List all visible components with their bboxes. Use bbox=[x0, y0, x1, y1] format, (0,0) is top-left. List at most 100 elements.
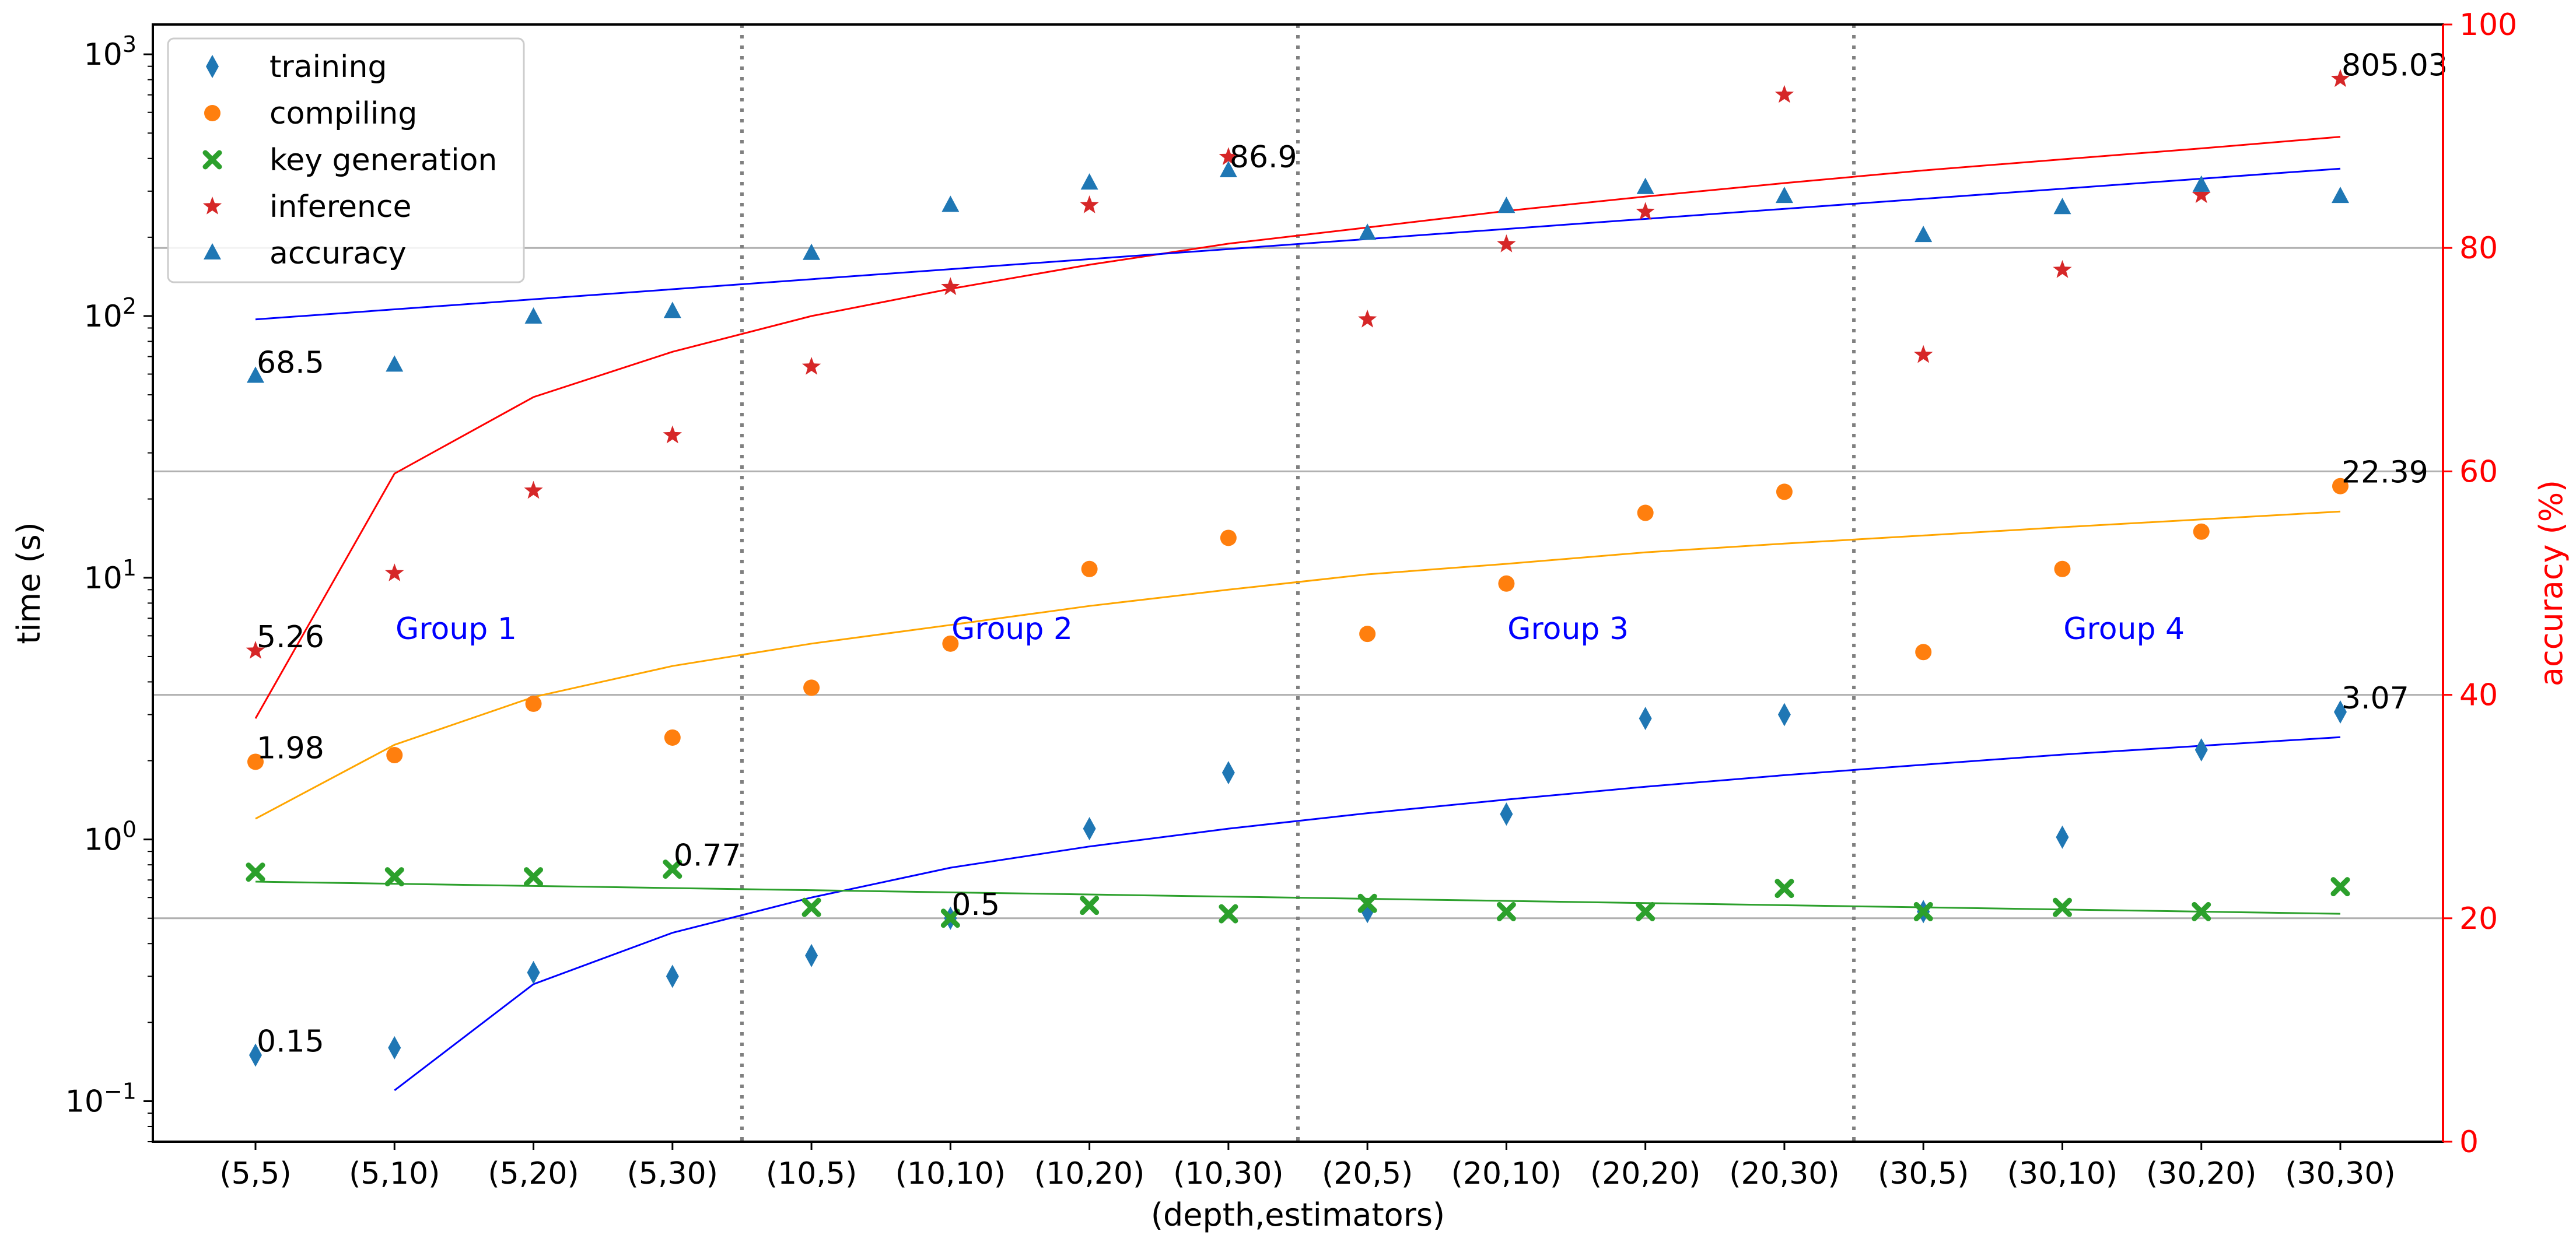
inference-point bbox=[802, 357, 821, 375]
compiling-point bbox=[1776, 483, 1793, 500]
accuracy-point bbox=[663, 301, 681, 318]
axes: (5,5) (5,10) (5,20) (5,30) (10,5) (10,10) (10,… bbox=[65, 8, 2517, 1191]
key-generation-point bbox=[1636, 901, 1656, 921]
marker-stroke bbox=[2192, 901, 2211, 921]
compiling-point bbox=[1915, 644, 1932, 661]
y-right-tick-label: 0 bbox=[2459, 1125, 2479, 1160]
x-tick-label: (30,20) bbox=[2146, 1156, 2256, 1191]
data-label: 68.5 bbox=[257, 346, 324, 381]
marker-stroke bbox=[524, 867, 544, 887]
inference-point bbox=[1497, 234, 1516, 252]
data-label: 0.15 bbox=[257, 1024, 324, 1059]
inference-point bbox=[2053, 259, 2072, 278]
marker-stroke bbox=[1636, 901, 1656, 921]
compiling-point bbox=[664, 729, 681, 746]
data-label: 3.07 bbox=[2342, 681, 2409, 716]
key-generation-point bbox=[2052, 897, 2072, 917]
compiling-point bbox=[1081, 560, 1098, 577]
legend-entry: inference bbox=[270, 190, 411, 224]
inference-point bbox=[246, 641, 265, 659]
data-label: 0.5 bbox=[951, 887, 1000, 922]
y-right-tick-label: 40 bbox=[2459, 678, 2498, 713]
training-point bbox=[1500, 802, 1513, 826]
training-point bbox=[249, 1043, 262, 1067]
training-point bbox=[2056, 825, 2069, 849]
compiling-point bbox=[942, 635, 959, 652]
y-axis-label-left: time (s) bbox=[10, 522, 47, 644]
accuracy-point bbox=[2053, 198, 2071, 215]
y-left-tick-label: 100 bbox=[84, 817, 136, 858]
inference-point bbox=[1636, 202, 1655, 220]
data-label: 0.77 bbox=[674, 838, 741, 873]
key-generation-point bbox=[1774, 879, 1794, 899]
inference-point bbox=[385, 563, 404, 581]
marker-stroke bbox=[246, 862, 265, 882]
inference-point bbox=[1774, 85, 1794, 103]
compiling-point bbox=[386, 747, 403, 764]
key-generation-point bbox=[1080, 896, 1100, 915]
training-point bbox=[1639, 707, 1652, 731]
compiling-point bbox=[247, 753, 264, 770]
y-right-tick-label: 60 bbox=[2459, 454, 2498, 489]
compiling-point bbox=[2332, 478, 2348, 494]
accuracy-point bbox=[1080, 173, 1098, 190]
key-generation-point bbox=[663, 859, 682, 879]
accuracy-point bbox=[803, 243, 821, 260]
inference-point bbox=[1914, 345, 1933, 363]
marker-stroke bbox=[940, 908, 960, 928]
marker-stroke bbox=[1219, 904, 1238, 924]
legend-box bbox=[167, 37, 525, 283]
marker-stroke bbox=[1080, 896, 1100, 915]
legend-entry: compiling bbox=[270, 96, 417, 131]
compiling-point bbox=[2193, 523, 2210, 540]
compiling-point bbox=[2054, 560, 2071, 577]
group-label: Group 1 bbox=[396, 612, 517, 647]
marker-stroke bbox=[1913, 901, 1933, 921]
x-tick-label: (5,5) bbox=[219, 1156, 291, 1191]
x-tick-label: (30,5) bbox=[1878, 1156, 1969, 1191]
compiling-point bbox=[1359, 626, 1376, 643]
training-point bbox=[1222, 761, 1235, 785]
accuracy-point bbox=[2332, 187, 2349, 204]
inference-point bbox=[2330, 69, 2350, 87]
y-left-tick-label: 101 bbox=[84, 555, 136, 596]
compiling-point bbox=[803, 679, 820, 696]
accuracy-point bbox=[1915, 226, 1933, 243]
marker-stroke bbox=[802, 897, 821, 917]
accuracy-point bbox=[942, 195, 960, 212]
inference-point bbox=[1219, 147, 1238, 166]
x-tick-label: (30,30) bbox=[2285, 1156, 2395, 1191]
x-tick-label: (10,5) bbox=[766, 1156, 857, 1191]
group-separators bbox=[740, 24, 1856, 1142]
key-generation-point bbox=[1913, 901, 1933, 921]
legend-entry: accuracy bbox=[270, 236, 407, 271]
marker-stroke bbox=[202, 150, 222, 170]
training-point bbox=[2334, 700, 2347, 724]
marker-stroke bbox=[663, 859, 682, 879]
compiling-point bbox=[1220, 529, 1237, 546]
accuracy-point bbox=[1219, 160, 1237, 177]
inference-point bbox=[663, 425, 682, 444]
training-point bbox=[1083, 817, 1096, 841]
y-axis-label-right: accuracy (%) bbox=[2533, 480, 2570, 686]
compiling-point bbox=[1637, 504, 1654, 521]
key-generation-point bbox=[384, 867, 404, 887]
key-generation-point bbox=[1357, 893, 1377, 913]
trendline bbox=[254, 136, 2341, 719]
training-point bbox=[388, 1036, 401, 1059]
accuracy-point bbox=[386, 355, 404, 372]
group-labels: Group 1 Group 2 Group 3 Group 4 bbox=[396, 612, 2185, 647]
trendline bbox=[255, 167, 2341, 321]
group-label: Group 3 bbox=[1507, 612, 1629, 647]
y-left-tick-label: 103 bbox=[84, 31, 136, 72]
group-label: Group 2 bbox=[951, 612, 1073, 647]
accuracy-point bbox=[524, 307, 542, 324]
y-left-tick-label: 10−1 bbox=[65, 1078, 136, 1119]
x-tick-label: (20,10) bbox=[1451, 1156, 1562, 1191]
x-tick-label: (10,30) bbox=[1173, 1156, 1283, 1191]
data-points bbox=[246, 69, 2350, 1067]
marker-stroke bbox=[1774, 879, 1794, 899]
inference-point bbox=[1358, 309, 1377, 328]
legend-marker bbox=[204, 105, 220, 121]
x-tick-label: (20,5) bbox=[1322, 1156, 1413, 1191]
